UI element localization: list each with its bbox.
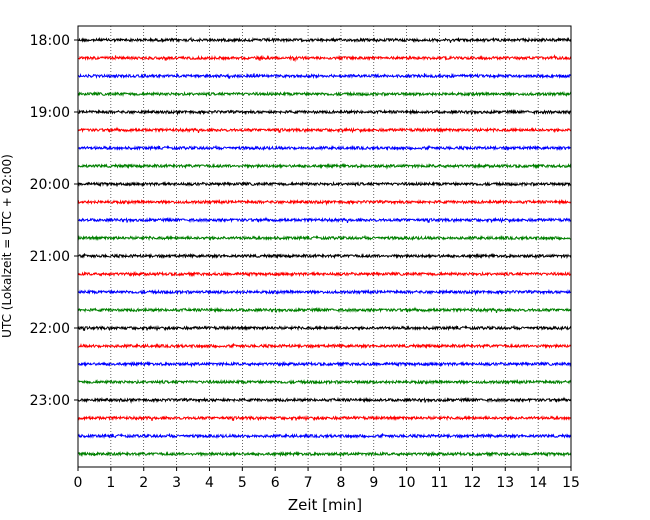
trace-22 — [77, 432, 572, 440]
x-tick-label-11: 11 — [431, 475, 449, 491]
x-tick-label-4: 4 — [205, 475, 214, 491]
x-tick-label-9: 9 — [369, 475, 378, 491]
trace-17 — [77, 342, 572, 350]
x-tick-label-5: 5 — [238, 475, 247, 491]
x-tick-label-10: 10 — [398, 475, 416, 491]
trace-0 — [77, 36, 572, 44]
trace-23 — [77, 450, 572, 458]
x-tick-label-15: 15 — [562, 475, 580, 491]
trace-6 — [77, 144, 572, 152]
y-ticks: 18:00 19:00 20:00 21:00 22:00 23:00 — [30, 33, 78, 409]
y-tick-label-22:00: 22:00 — [30, 321, 70, 337]
trace-14 — [77, 288, 572, 296]
trace-5 — [77, 126, 572, 134]
trace-13 — [77, 270, 572, 278]
trace-20 — [77, 396, 572, 404]
x-axis-label: Zeit [min] — [288, 496, 362, 514]
trace-4 — [77, 108, 572, 116]
y-tick-label-23:00: 23:00 — [30, 393, 70, 409]
trace-1 — [77, 54, 572, 63]
x-tick-label-14: 14 — [529, 475, 547, 491]
trace-15 — [77, 306, 572, 314]
trace-21 — [77, 414, 572, 422]
x-tick-label-7: 7 — [304, 475, 313, 491]
x-tick-label-3: 3 — [172, 475, 181, 491]
trace-16 — [77, 324, 572, 332]
trace-18 — [77, 360, 572, 368]
x-tick-label-0: 0 — [74, 475, 83, 491]
trace-3 — [77, 90, 572, 98]
x-tick-label-6: 6 — [271, 475, 280, 491]
y-tick-label-20:00: 20:00 — [30, 177, 70, 193]
x-tick-label-1: 1 — [106, 475, 115, 491]
trace-2 — [77, 72, 572, 80]
y-tick-label-19:00: 19:00 — [30, 105, 70, 121]
trace-8 — [77, 180, 572, 188]
plot-frame — [77, 25, 572, 468]
trace-9 — [77, 198, 572, 206]
trace-12 — [77, 252, 572, 260]
y-axis-label: UTC (Lokalzeit = UTC + 02:00) — [0, 154, 14, 338]
x-tick-label-8: 8 — [336, 475, 345, 491]
x-tick-label-13: 13 — [496, 475, 514, 491]
trace-7 — [77, 162, 572, 170]
trace-10 — [77, 216, 572, 224]
x-ticks: 0 1 2 3 4 5 6 7 8 9 10 11 12 13 14 15 — [74, 467, 580, 491]
x-tick-label-2: 2 — [139, 475, 148, 491]
y-tick-label-21:00: 21:00 — [30, 249, 70, 265]
traces — [77, 36, 572, 458]
trace-11 — [77, 234, 572, 242]
y-tick-label-18:00: 18:00 — [30, 33, 70, 49]
trace-19 — [77, 378, 572, 386]
x-tick-label-12: 12 — [463, 475, 481, 491]
